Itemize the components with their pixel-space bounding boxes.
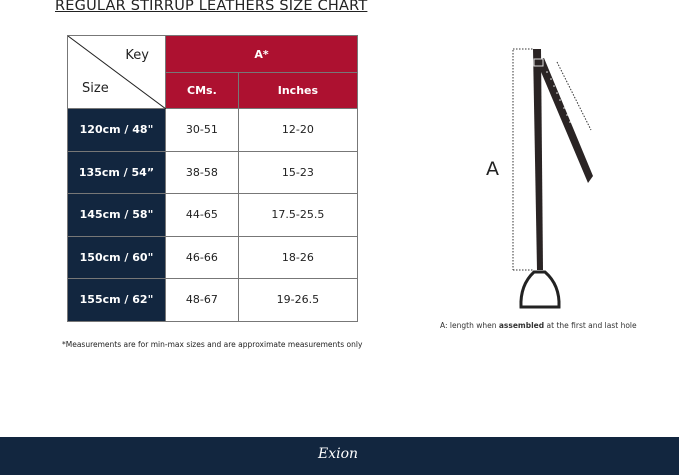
table-row: 155cm / 62" 48-67 19-26.5: [67, 278, 359, 322]
key-size-corner-cell: Key Size: [67, 35, 166, 109]
size-cell: 145cm / 58": [67, 193, 166, 237]
caption-bold-text: assembled: [498, 321, 545, 330]
diagonal-divider: [68, 36, 166, 109]
dimension-a-label: A: [486, 158, 499, 180]
size-cell: 135cm / 54”: [67, 150, 166, 194]
table-row: 145cm / 58" 44-65 17.5-25.5: [67, 193, 359, 237]
size-cell: 120cm / 48": [67, 108, 166, 152]
size-chart-table: Key Size A* CMs. Inches 120cm / 48" 30-51…: [67, 35, 359, 322]
table-row: 120cm / 48" 30-51 12-20: [67, 108, 359, 152]
column-header-inches: Inches: [237, 72, 359, 109]
caption-text: at the first and last hole: [544, 321, 637, 330]
brand-logo: Exion: [318, 446, 359, 462]
diagram-caption: A: length when assembled at the first an…: [440, 321, 637, 330]
cms-cell: 30-51: [165, 108, 239, 152]
column-header-cms: CMs.: [165, 72, 239, 109]
inches-cell: 19-26.5: [237, 278, 359, 322]
stirrup-leather-illustration: [512, 48, 593, 309]
size-cell: 150cm / 60": [67, 235, 166, 279]
size-cell: 155cm / 62": [67, 278, 166, 322]
measurement-note: *Measurements are for min-max sizes and …: [62, 340, 363, 349]
table-row: 135cm / 54” 38-58 15-23: [67, 150, 359, 194]
cms-cell: 46-66: [165, 235, 239, 279]
page-title: REGULAR STIRRUP LEATHERS SIZE CHART: [55, 0, 368, 14]
caption-text: A: length when: [440, 321, 499, 330]
key-label: Key: [125, 48, 149, 63]
footer-bar: [0, 437, 679, 475]
inches-cell: 15-23: [237, 150, 359, 194]
size-label: Size: [82, 81, 109, 96]
group-header-a: A*: [165, 35, 358, 73]
